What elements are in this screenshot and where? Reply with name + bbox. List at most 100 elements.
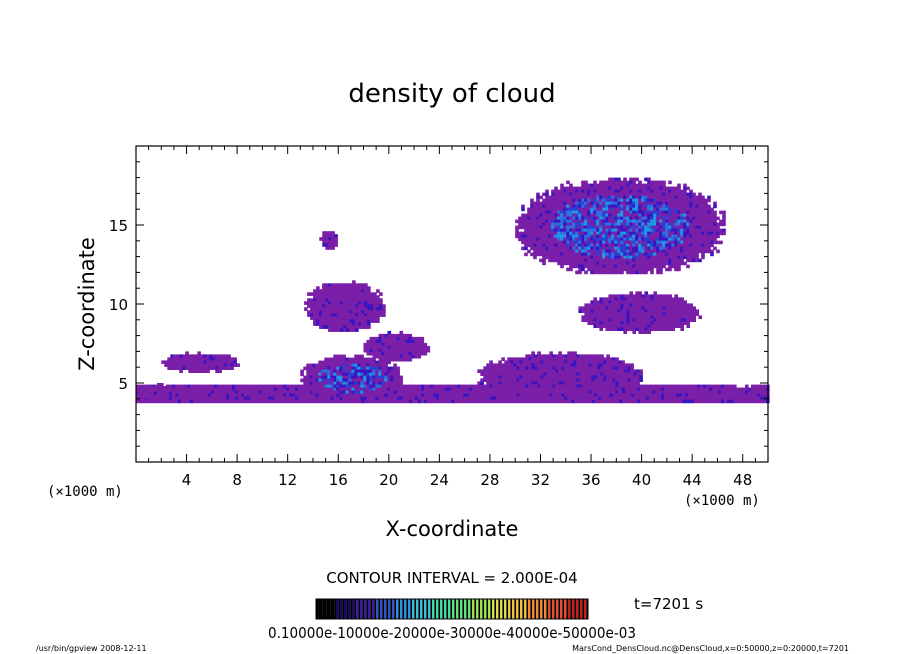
- cloud-region: [319, 231, 338, 250]
- colorbar-gap: [494, 599, 496, 619]
- colorbar-cell: [512, 599, 515, 619]
- colorbar-gap: [358, 599, 360, 619]
- colorbar-cell: [524, 599, 527, 619]
- colorbar-cell: [412, 599, 415, 619]
- x-tick-label: 24: [430, 471, 449, 489]
- colorbar-cell: [488, 599, 491, 619]
- colorbar-cell: [456, 599, 459, 619]
- colorbar-cell: [368, 599, 371, 619]
- colorbar-gap: [362, 599, 364, 619]
- colorbar-cell: [460, 599, 463, 619]
- colorbar-gap: [402, 599, 404, 619]
- y-axis-title: Z-coordinate: [75, 237, 99, 371]
- colorbar-gap: [350, 599, 352, 619]
- colorbar-cell: [472, 599, 475, 619]
- colorbar-cell: [468, 599, 471, 619]
- colorbar-gap: [570, 599, 572, 619]
- colorbar-gap: [370, 599, 372, 619]
- colorbar-gap: [470, 599, 472, 619]
- x-tick-label: 8: [232, 471, 242, 489]
- colorbar-cell: [344, 599, 347, 619]
- colorbar-gap: [346, 599, 348, 619]
- colorbar-gap: [414, 599, 416, 619]
- cloud-field: [136, 177, 770, 404]
- colorbar-cell: [540, 599, 543, 619]
- colorbar-gap: [498, 599, 500, 619]
- cloud-region: [515, 177, 726, 275]
- cloud-region: [136, 383, 176, 399]
- colorbar-gap: [378, 599, 380, 619]
- cloud-region: [304, 280, 386, 332]
- colorbar-gap: [398, 599, 400, 619]
- colorbar-gap: [338, 599, 340, 619]
- colorbar-cell: [560, 599, 563, 619]
- colorbar-cell: [552, 599, 555, 619]
- colorbar-cell: [360, 599, 363, 619]
- colorbar-cell: [396, 599, 399, 619]
- colorbar-gap: [450, 599, 452, 619]
- colorbar-gap: [558, 599, 560, 619]
- colorbar-gap: [382, 599, 384, 619]
- colorbar-cell: [424, 599, 427, 619]
- colorbar-gap: [586, 599, 588, 619]
- x-unit-label-left: (×1000 m): [47, 484, 123, 500]
- colorbar-cell: [528, 599, 531, 619]
- colorbar-gap: [342, 599, 344, 619]
- colorbar-cell: [352, 599, 355, 619]
- colorbar-frame: [315, 598, 589, 620]
- colorbar-gap: [446, 599, 448, 619]
- colorbar-cell: [548, 599, 551, 619]
- colorbar-gap: [510, 599, 512, 619]
- colorbar-gap: [426, 599, 428, 619]
- colorbar-gap: [322, 599, 324, 619]
- colorbar-gap: [430, 599, 432, 619]
- colorbar-cell: [568, 599, 571, 619]
- colorbar-gap: [422, 599, 424, 619]
- colorbar-gap: [566, 599, 568, 619]
- x-tick-label: 36: [581, 471, 600, 489]
- colorbar-cell: [580, 599, 583, 619]
- colorbar-cell: [316, 599, 319, 619]
- x-tick-label: 44: [683, 471, 702, 489]
- colorbar-gap: [478, 599, 480, 619]
- colorbar-cell: [348, 599, 351, 619]
- colorbar-gap: [534, 599, 536, 619]
- colorbar-cell: [572, 599, 575, 619]
- x-axis-title: X-coordinate: [386, 517, 519, 541]
- colorbar-ticks: 0.10000e-10000e-20000e-30000e-40000e-500…: [268, 624, 636, 642]
- colorbar-cell: [380, 599, 383, 619]
- x-tick-label: 4: [182, 471, 192, 489]
- colorbar-gap: [490, 599, 492, 619]
- colorbar-cell: [416, 599, 419, 619]
- colorbar-gap: [530, 599, 532, 619]
- y-tick-label: 5: [118, 375, 128, 393]
- colorbar-cell: [444, 599, 447, 619]
- colorbar-cell: [484, 599, 487, 619]
- colorbar-gap: [550, 599, 552, 619]
- contour-interval-note: CONTOUR INTERVAL = 2.000E-04: [326, 569, 577, 587]
- cloud-region: [300, 354, 403, 401]
- colorbar-gap: [538, 599, 540, 619]
- colorbar-gap: [474, 599, 476, 619]
- colorbar-cell: [428, 599, 431, 619]
- colorbar-gap: [486, 599, 488, 619]
- time-label: t=7201 s: [634, 595, 703, 613]
- colorbar-cell: [432, 599, 435, 619]
- cloud-region: [136, 384, 770, 404]
- colorbar-cell: [508, 599, 511, 619]
- x-tick-label: 28: [480, 471, 499, 489]
- colorbar-cell: [376, 599, 379, 619]
- colorbar: [315, 598, 589, 620]
- colorbar-gap: [578, 599, 580, 619]
- colorbar-gap: [582, 599, 584, 619]
- colorbar-cell: [496, 599, 499, 619]
- x-tick-label: 12: [278, 471, 297, 489]
- colorbar-gap: [390, 599, 392, 619]
- colorbar-cell: [504, 599, 507, 619]
- colorbar-cell: [388, 599, 391, 619]
- colorbar-cell: [536, 599, 539, 619]
- colorbar-gap: [466, 599, 468, 619]
- colorbar-gap: [458, 599, 460, 619]
- colorbar-gap: [394, 599, 396, 619]
